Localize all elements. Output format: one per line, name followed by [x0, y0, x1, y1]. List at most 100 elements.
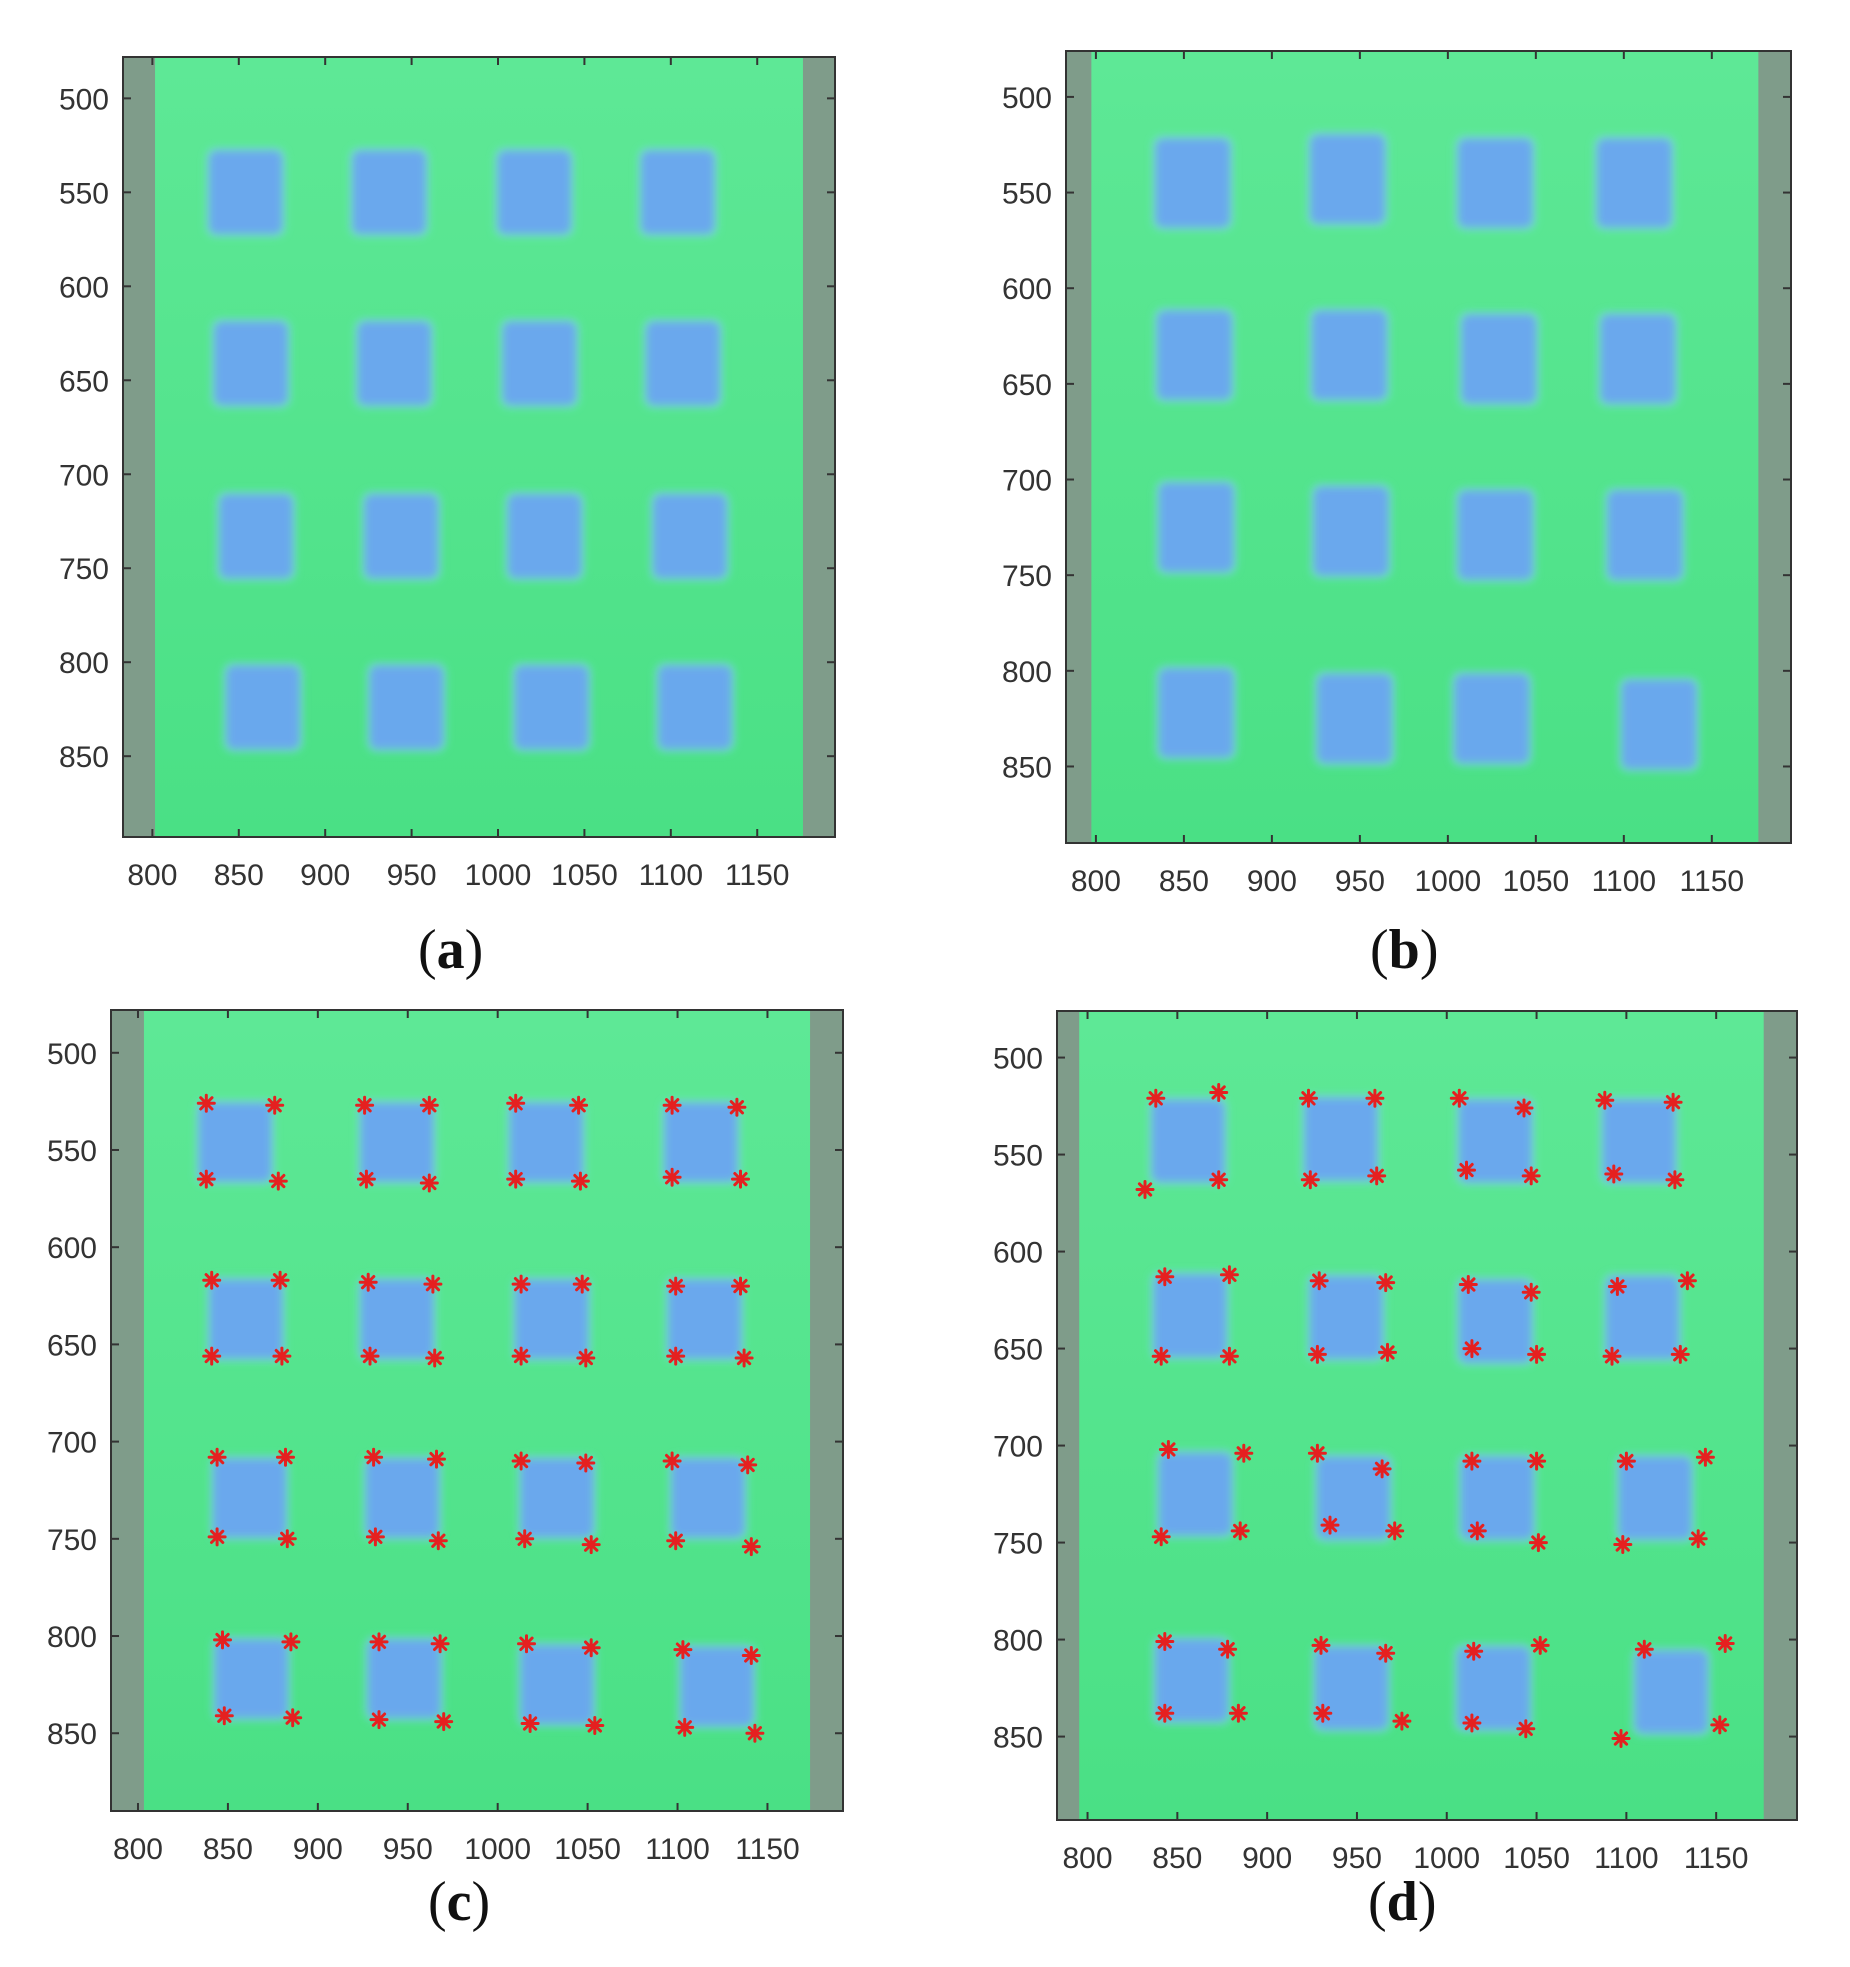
corner-marker	[428, 1531, 448, 1551]
corner-marker	[425, 1348, 445, 1368]
x-tick-label: 850	[214, 859, 264, 892]
corner-marker	[364, 1447, 384, 1467]
corner-marker	[1595, 1090, 1615, 1110]
corner-marker	[1530, 1635, 1550, 1655]
corner-marker	[270, 1270, 290, 1290]
corner-marker	[511, 1274, 531, 1294]
axes-frame	[1056, 1010, 1798, 1821]
corner-marker	[738, 1455, 758, 1475]
blue-square	[1454, 674, 1529, 763]
blue-square	[658, 665, 732, 749]
corner-marker	[1219, 1265, 1239, 1285]
y-axis-ticks: 500 550 600 650 700 750 800 850	[59, 83, 835, 774]
corner-marker	[517, 1634, 536, 1654]
corner-marker	[515, 1529, 535, 1549]
corner-marker	[356, 1169, 376, 1189]
y-tick-label: 650	[1002, 369, 1052, 402]
corner-marker	[1695, 1447, 1715, 1467]
corner-marker	[272, 1346, 292, 1366]
blue-square	[664, 1103, 737, 1182]
blue-square	[219, 494, 293, 578]
blue-square	[360, 1280, 433, 1359]
corner-marker	[1663, 1092, 1683, 1112]
corner-marker	[434, 1712, 454, 1732]
y-tick-label: 800	[59, 647, 109, 680]
y-tick-label: 600	[993, 1237, 1043, 1270]
corner-marker	[196, 1169, 216, 1189]
corner-marker	[1385, 1521, 1405, 1541]
corner-marker	[520, 1714, 540, 1733]
x-tick-label: 800	[1071, 865, 1121, 898]
x-tick-label: 1100	[639, 859, 704, 892]
corner-marker	[734, 1348, 754, 1368]
blue-square	[1607, 491, 1682, 579]
x-tick-label: 800	[1063, 1842, 1113, 1875]
blue-square	[1603, 1100, 1675, 1182]
corner-marker	[1367, 1166, 1387, 1186]
corner-marker	[369, 1710, 389, 1730]
corner-marker	[1527, 1344, 1547, 1364]
corner-marker	[265, 1095, 285, 1115]
corner-marker	[1155, 1632, 1175, 1651]
panel-b-caption: (b)	[1370, 919, 1439, 981]
corner-marker	[572, 1274, 592, 1294]
blue-square	[360, 1103, 433, 1182]
corner-marker	[666, 1346, 686, 1366]
axes-frame	[110, 1009, 844, 1812]
x-tick-label: 950	[1335, 865, 1385, 898]
corner-marker	[268, 1171, 288, 1191]
corner-marker	[581, 1535, 601, 1555]
corner-marker	[1365, 1088, 1385, 1108]
y-tick-label: 550	[59, 177, 109, 210]
corner-marker	[662, 1095, 682, 1115]
x-tick-label: 950	[383, 1833, 433, 1866]
corner-marker	[1378, 1342, 1397, 1362]
blue-square	[1600, 315, 1675, 403]
x-tick-label: 1100	[1594, 1842, 1659, 1875]
corner-marker	[576, 1453, 596, 1473]
corner-marker	[1616, 1451, 1636, 1471]
y-tick-label: 850	[59, 741, 109, 774]
blue-square	[368, 1639, 441, 1718]
y-tick-label: 850	[1002, 751, 1052, 784]
x-tick-label: 1000	[465, 859, 532, 892]
corner-marker	[1230, 1521, 1250, 1541]
corner-marker	[511, 1451, 531, 1471]
corner-marker	[1521, 1282, 1541, 1302]
corner-marker	[214, 1706, 234, 1726]
y-tick-label: 550	[47, 1135, 97, 1168]
blue-square	[1155, 139, 1230, 227]
blue-square	[1310, 135, 1385, 224]
corner-marker	[277, 1529, 297, 1549]
x-tick-label: 1050	[1503, 1842, 1570, 1875]
blue-square	[646, 322, 720, 405]
y-tick-label: 500	[47, 1038, 97, 1071]
corner-marker	[1677, 1271, 1697, 1291]
corner-marker	[276, 1447, 295, 1467]
blue-square	[215, 1639, 288, 1718]
corner-marker	[1219, 1346, 1239, 1366]
blue-square	[1458, 139, 1533, 227]
corner-marker	[675, 1717, 695, 1737]
blue-square	[521, 1459, 594, 1537]
blue-square	[510, 1103, 583, 1182]
y-tick-label: 800	[1002, 656, 1052, 689]
corner-marker	[1307, 1443, 1327, 1463]
corner-marker	[1372, 1459, 1392, 1479]
corner-marker	[741, 1646, 761, 1665]
y-tick-label: 550	[993, 1140, 1043, 1173]
x-tick-label: 1150	[735, 1833, 800, 1866]
corner-marker	[1464, 1641, 1484, 1661]
x-tick-label: 850	[1159, 865, 1209, 898]
corner-marker	[1320, 1515, 1340, 1535]
y-tick-label: 750	[1002, 560, 1052, 593]
corner-marker	[745, 1723, 765, 1743]
blue-square	[1157, 311, 1232, 400]
y-tick-label: 500	[1002, 82, 1052, 115]
blue-square	[653, 494, 727, 578]
blue-square	[1152, 1100, 1225, 1182]
y-tick-label: 700	[1002, 465, 1052, 498]
corner-marker	[570, 1171, 590, 1191]
